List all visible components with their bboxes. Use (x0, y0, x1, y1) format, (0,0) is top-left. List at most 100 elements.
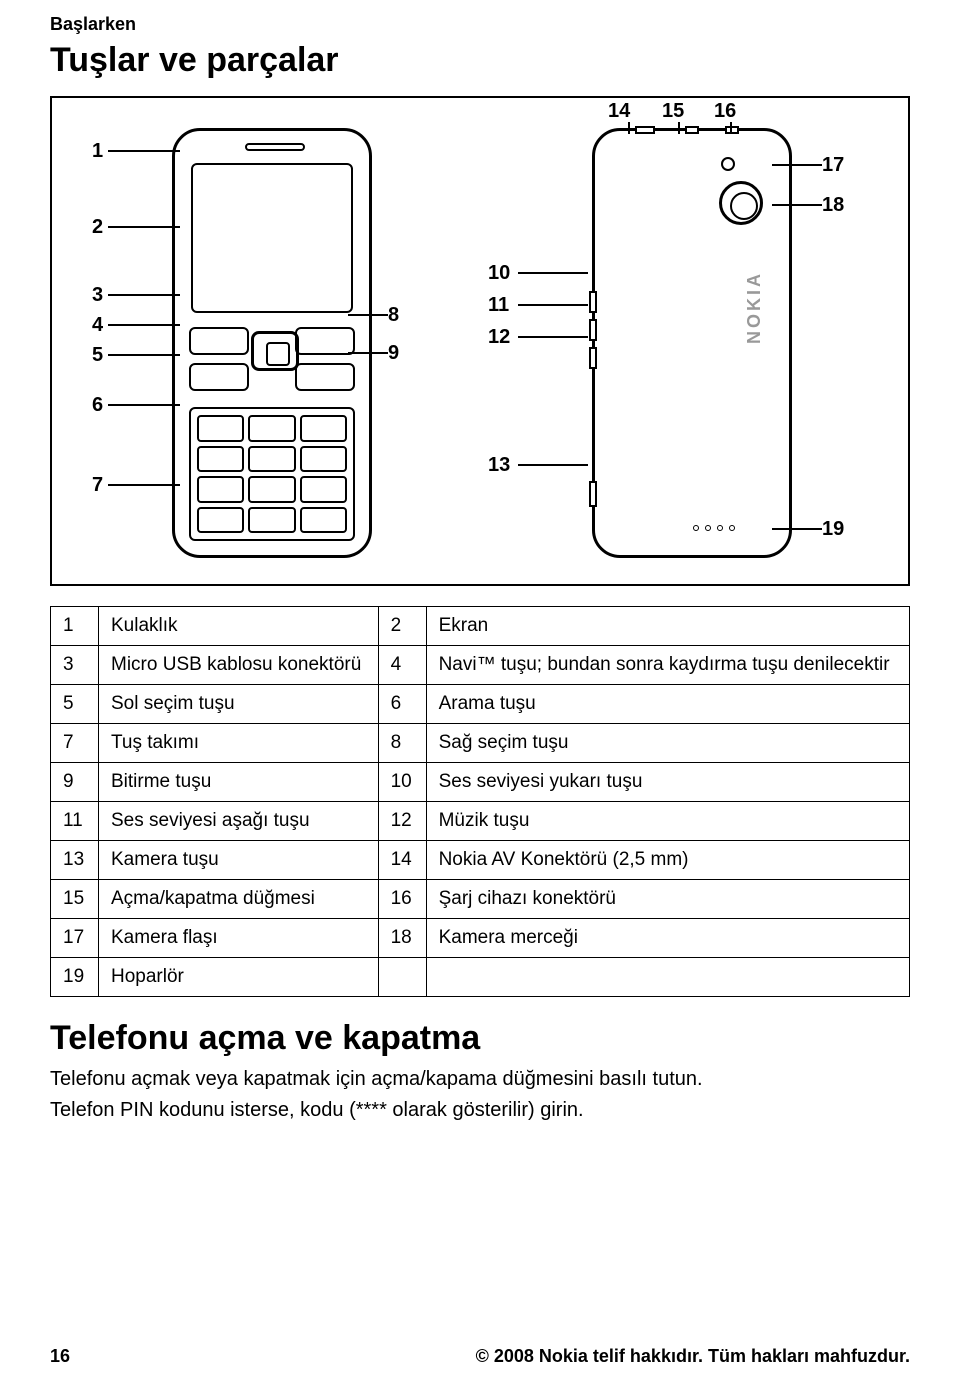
callout-number: 18 (822, 194, 844, 217)
callout-number: 16 (714, 100, 736, 123)
phone-diagram: NOKIA 12345678910111213141516171819 (50, 96, 910, 586)
callout-number: 14 (608, 100, 630, 123)
callout-line (518, 464, 588, 466)
part-number-cell: 12 (378, 802, 426, 841)
part-label-cell (426, 958, 909, 997)
part-label-cell: Tuş takımı (99, 724, 379, 763)
callout-number: 15 (662, 100, 684, 123)
section-header: Başlarken (50, 14, 910, 35)
table-row: 17Kamera flaşı18Kamera merceği (51, 919, 910, 958)
part-number-cell: 15 (51, 880, 99, 919)
section2-paragraph: Telefonu açmak veya kapatmak için açma/k… (50, 1066, 910, 1093)
left-softkey-icon (189, 327, 249, 355)
music-key-icon (589, 347, 597, 369)
callout-line (348, 314, 388, 316)
copyright-text: © 2008 Nokia telif hakkıdır. Tüm hakları… (476, 1346, 910, 1367)
table-row: 9Bitirme tuşu10Ses seviyesi yukarı tuşu (51, 763, 910, 802)
part-label-cell: Kamera merceği (426, 919, 909, 958)
volume-up-icon (589, 291, 597, 313)
nokia-logo: NOKIA (744, 271, 765, 344)
keypad-icon (189, 407, 355, 541)
part-label-cell: Sol seçim tuşu (99, 685, 379, 724)
callout-line (518, 336, 588, 338)
right-softkey-icon (295, 327, 355, 355)
phone-back-outline: NOKIA (592, 128, 792, 558)
part-label-cell: Müzik tuşu (426, 802, 909, 841)
callout-line (772, 528, 822, 530)
part-label-cell: Ekran (426, 607, 909, 646)
part-label-cell: Sağ seçim tuşu (426, 724, 909, 763)
page-number: 16 (50, 1346, 70, 1367)
part-number-cell (378, 958, 426, 997)
part-number-cell: 11 (51, 802, 99, 841)
charger-connector-icon (725, 126, 739, 134)
speaker-icon (693, 525, 735, 531)
callout-number: 12 (488, 326, 510, 349)
callout-line (772, 164, 822, 166)
table-row: 11Ses seviyesi aşağı tuşu12Müzik tuşu (51, 802, 910, 841)
callout-line (108, 324, 180, 326)
part-label-cell: Micro USB kablosu konektörü (99, 646, 379, 685)
part-number-cell: 19 (51, 958, 99, 997)
navkey-icon (251, 331, 299, 371)
part-label-cell: Kulaklık (99, 607, 379, 646)
table-row: 7Tuş takımı8Sağ seçim tuşu (51, 724, 910, 763)
part-number-cell: 3 (51, 646, 99, 685)
callout-number: 13 (488, 454, 510, 477)
callout-number: 9 (388, 342, 399, 365)
callout-line (628, 122, 630, 134)
part-label-cell: Kamera flaşı (99, 919, 379, 958)
part-label-cell: Açma/kapatma düğmesi (99, 880, 379, 919)
page-title: Tuşlar ve parçalar (50, 41, 910, 80)
table-row: 3Micro USB kablosu konektörü4Navi™ tuşu;… (51, 646, 910, 685)
part-label-cell: Arama tuşu (426, 685, 909, 724)
callout-number: 8 (388, 304, 399, 327)
end-key-icon (295, 363, 355, 391)
call-key-icon (189, 363, 249, 391)
callout-line (518, 304, 588, 306)
callout-line (518, 272, 588, 274)
callout-line (108, 354, 180, 356)
part-number-cell: 7 (51, 724, 99, 763)
part-label-cell: Bitirme tuşu (99, 763, 379, 802)
part-number-cell: 10 (378, 763, 426, 802)
earpiece-icon (245, 143, 305, 151)
callout-number: 6 (92, 394, 103, 417)
callout-line (108, 484, 180, 486)
part-number-cell: 14 (378, 841, 426, 880)
callout-number: 1 (92, 140, 103, 163)
part-number-cell: 8 (378, 724, 426, 763)
table-row: 15Açma/kapatma düğmesi16Şarj cihazı kone… (51, 880, 910, 919)
camera-key-icon (589, 481, 597, 507)
part-number-cell: 5 (51, 685, 99, 724)
part-number-cell: 2 (378, 607, 426, 646)
table-row: 19Hoparlör (51, 958, 910, 997)
callout-number: 5 (92, 344, 103, 367)
power-button-icon (685, 126, 699, 134)
callout-line (678, 122, 680, 134)
callout-line (348, 352, 388, 354)
part-number-cell: 18 (378, 919, 426, 958)
callout-line (730, 122, 732, 134)
part-label-cell: Şarj cihazı konektörü (426, 880, 909, 919)
part-number-cell: 17 (51, 919, 99, 958)
callout-number: 3 (92, 284, 103, 307)
part-number-cell: 1 (51, 607, 99, 646)
screen-icon (191, 163, 353, 313)
callout-number: 4 (92, 314, 103, 337)
phone-front-outline (172, 128, 372, 558)
part-label-cell: Nokia AV Konektörü (2,5 mm) (426, 841, 909, 880)
callout-line (108, 404, 180, 406)
section2-title: Telefonu açma ve kapatma (50, 1019, 910, 1058)
callout-number: 10 (488, 262, 510, 285)
part-label-cell: Hoparlör (99, 958, 379, 997)
callout-line (772, 204, 822, 206)
volume-down-icon (589, 319, 597, 341)
part-number-cell: 6 (378, 685, 426, 724)
table-row: 13Kamera tuşu14Nokia AV Konektörü (2,5 m… (51, 841, 910, 880)
callout-number: 11 (488, 294, 509, 317)
flash-icon (721, 157, 735, 171)
callout-line (108, 150, 180, 152)
part-number-cell: 4 (378, 646, 426, 685)
part-number-cell: 13 (51, 841, 99, 880)
